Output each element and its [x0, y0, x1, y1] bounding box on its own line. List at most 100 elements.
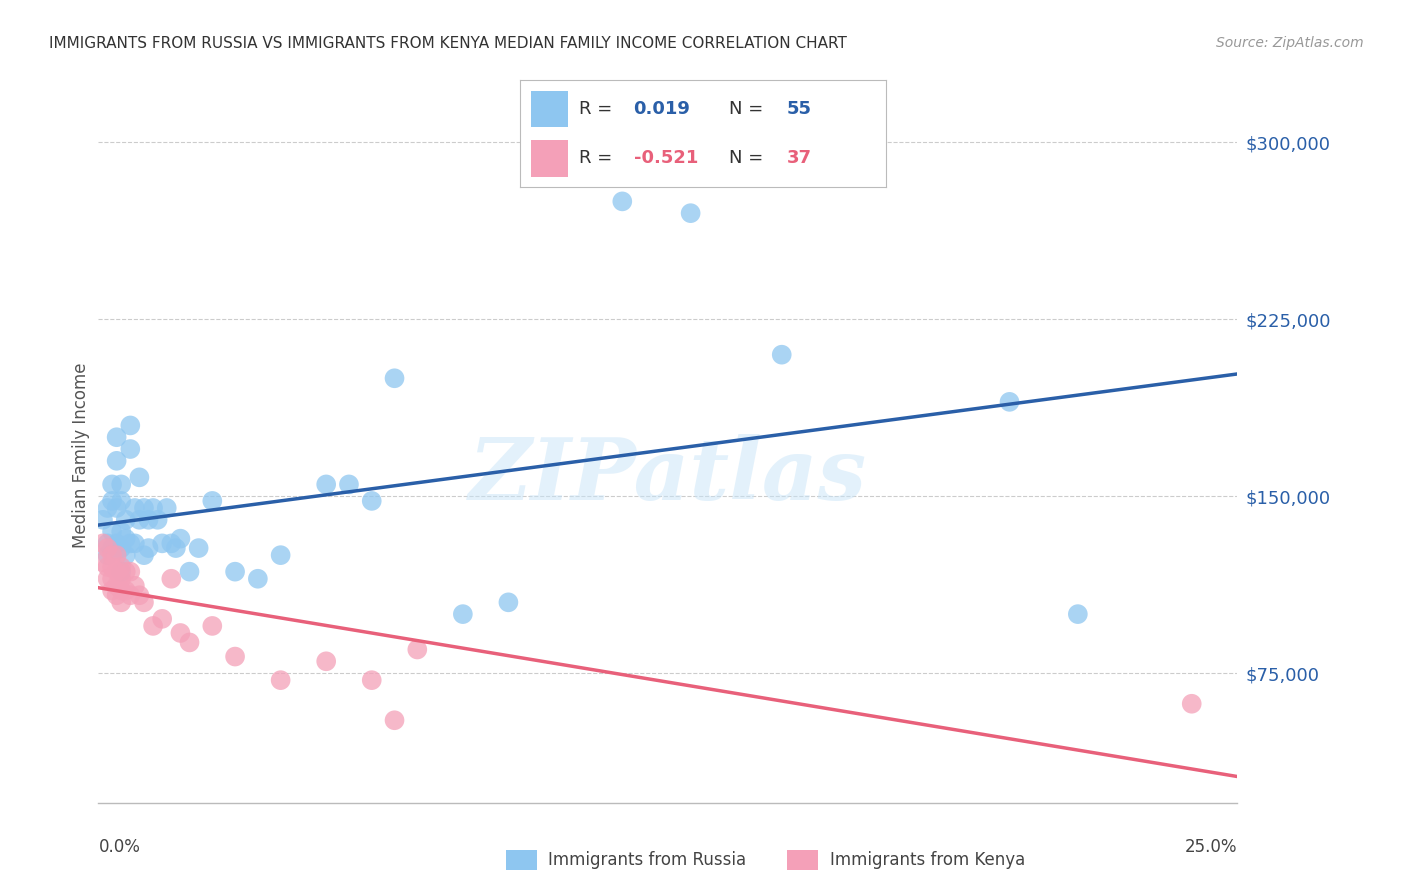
Point	[315, 477, 337, 491]
Point	[91, 536, 114, 550]
Point	[270, 673, 292, 688]
Point	[101, 560, 124, 574]
Point	[105, 536, 128, 550]
Point	[101, 477, 124, 491]
Point	[224, 649, 246, 664]
Point	[224, 565, 246, 579]
Text: N =: N =	[728, 100, 769, 118]
Text: ZIPatlas: ZIPatlas	[468, 434, 868, 517]
Point	[246, 572, 269, 586]
Point	[101, 572, 124, 586]
Point	[105, 565, 128, 579]
Point	[110, 524, 132, 539]
Point	[110, 572, 132, 586]
Point	[124, 579, 146, 593]
Point	[114, 548, 136, 562]
Point	[770, 348, 793, 362]
Point	[360, 494, 382, 508]
Point	[679, 206, 702, 220]
Point	[128, 588, 150, 602]
Point	[110, 595, 132, 609]
Point	[169, 532, 191, 546]
Point	[160, 536, 183, 550]
Point	[120, 442, 142, 456]
Point	[169, 626, 191, 640]
Point	[406, 642, 429, 657]
Point	[998, 395, 1021, 409]
Point	[187, 541, 209, 555]
Point	[110, 494, 132, 508]
Text: 25.0%: 25.0%	[1185, 838, 1237, 856]
Point	[179, 635, 201, 649]
Point	[150, 536, 173, 550]
Text: IMMIGRANTS FROM RUSSIA VS IMMIGRANTS FROM KENYA MEDIAN FAMILY INCOME CORRELATION: IMMIGRANTS FROM RUSSIA VS IMMIGRANTS FRO…	[49, 36, 846, 51]
Point	[156, 500, 179, 515]
Point	[132, 595, 155, 609]
Text: -0.521: -0.521	[634, 150, 697, 168]
Text: R =: R =	[579, 100, 617, 118]
FancyBboxPatch shape	[531, 91, 568, 128]
Text: N =: N =	[728, 150, 769, 168]
Point	[96, 541, 118, 555]
Point	[165, 541, 187, 555]
Point	[132, 548, 155, 562]
Point	[105, 588, 128, 602]
Point	[160, 572, 183, 586]
Point	[201, 494, 224, 508]
Text: Immigrants from Kenya: Immigrants from Kenya	[830, 851, 1025, 869]
Point	[451, 607, 474, 621]
Point	[337, 477, 360, 491]
Point	[128, 470, 150, 484]
Point	[132, 500, 155, 515]
Point	[105, 430, 128, 444]
Point	[384, 371, 406, 385]
Point	[270, 548, 292, 562]
Text: Immigrants from Russia: Immigrants from Russia	[548, 851, 747, 869]
Point	[96, 548, 118, 562]
Point	[150, 612, 173, 626]
Point	[101, 494, 124, 508]
Point	[384, 713, 406, 727]
Point	[101, 541, 124, 555]
Point	[96, 572, 118, 586]
Text: 0.0%: 0.0%	[98, 838, 141, 856]
Point	[110, 583, 132, 598]
Text: 0.019: 0.019	[634, 100, 690, 118]
Y-axis label: Median Family Income: Median Family Income	[72, 362, 90, 548]
Point	[128, 513, 150, 527]
Point	[114, 583, 136, 598]
Point	[1067, 607, 1090, 621]
Point	[498, 595, 520, 609]
Point	[120, 418, 142, 433]
Point	[114, 513, 136, 527]
Point	[110, 541, 132, 555]
Point	[120, 588, 142, 602]
Point	[110, 565, 132, 579]
Point	[138, 541, 160, 555]
Text: 55: 55	[787, 100, 813, 118]
Point	[124, 500, 146, 515]
Point	[96, 536, 118, 550]
FancyBboxPatch shape	[531, 140, 568, 177]
Point	[96, 560, 118, 574]
Point	[91, 513, 114, 527]
Point	[105, 579, 128, 593]
Text: 37: 37	[787, 150, 813, 168]
Point	[110, 477, 132, 491]
Point	[96, 500, 118, 515]
Point	[360, 673, 382, 688]
Point	[105, 500, 128, 515]
Point	[1181, 697, 1204, 711]
Point	[124, 536, 146, 550]
Point	[612, 194, 634, 209]
Point	[146, 513, 169, 527]
Text: Source: ZipAtlas.com: Source: ZipAtlas.com	[1216, 36, 1364, 50]
Point	[110, 560, 132, 574]
Point	[114, 532, 136, 546]
Point	[120, 565, 142, 579]
Point	[101, 583, 124, 598]
Point	[105, 454, 128, 468]
Point	[315, 654, 337, 668]
Point	[142, 619, 165, 633]
Point	[201, 619, 224, 633]
